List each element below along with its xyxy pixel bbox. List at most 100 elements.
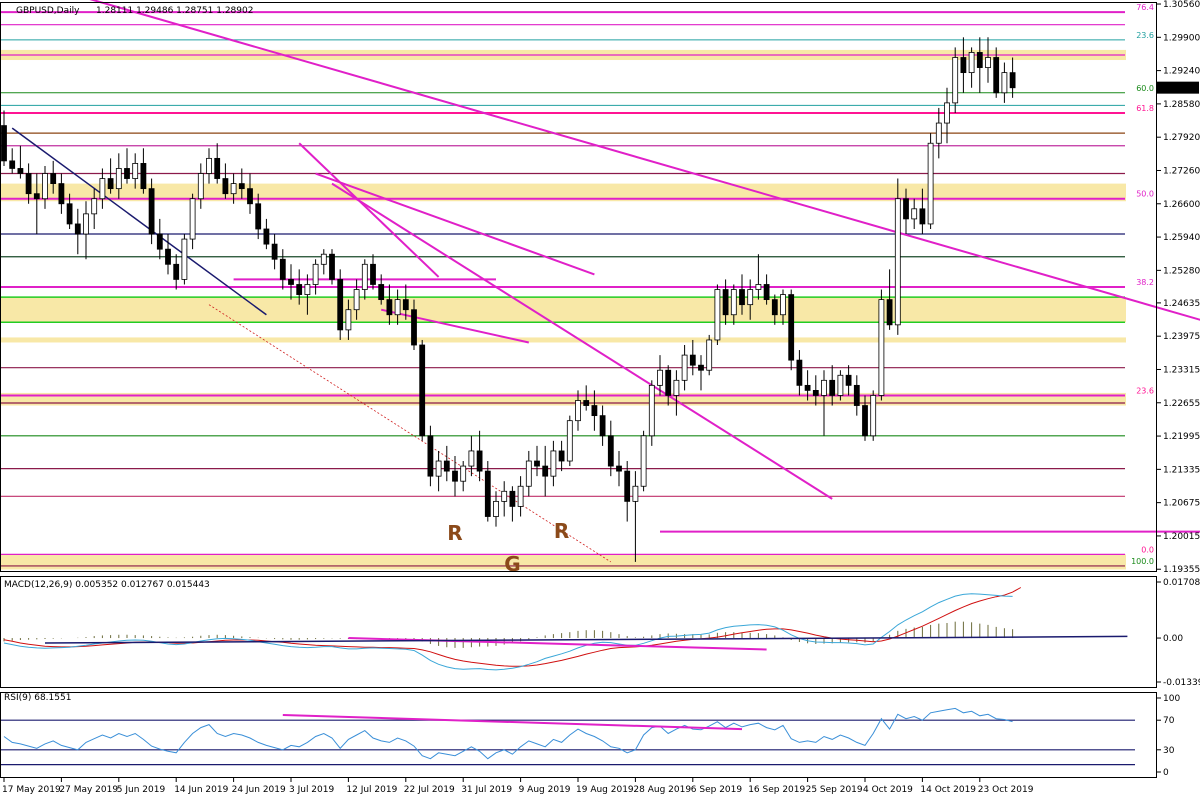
candle-body <box>230 183 237 195</box>
candle-body <box>903 198 909 220</box>
candle-body <box>821 379 827 396</box>
candle-body <box>673 379 680 396</box>
date-tick-label: 27 May 2019 <box>59 785 118 795</box>
candle-body <box>640 435 647 487</box>
candle-body <box>837 374 844 396</box>
candle-body <box>443 460 450 472</box>
candle-body <box>476 450 483 472</box>
chart-annotation: R <box>447 521 462 545</box>
rsi-tick-label: 100 <box>1163 694 1180 704</box>
price-tick-label: 1.20015 <box>1163 532 1200 542</box>
rsi-panel-frame <box>0 692 1157 778</box>
candle-body <box>804 384 811 391</box>
candle-body <box>370 263 376 285</box>
current-price-tag <box>1157 81 1199 94</box>
candle-body <box>66 203 73 225</box>
current-price-text: 1.28902 <box>1160 84 1197 94</box>
price-tick-label: 1.25280 <box>1163 266 1200 276</box>
rsi-line <box>3 707 1013 760</box>
candle-body <box>648 384 655 437</box>
candle-body <box>296 284 303 295</box>
price-trendline <box>298 142 440 278</box>
candle-body <box>214 157 221 179</box>
price-tick-label: 1.28580 <box>1163 100 1200 110</box>
candle-body <box>263 228 270 245</box>
candle-body <box>452 470 458 482</box>
rsi-label: RSI(9) 68.1551 <box>4 693 71 703</box>
candle-body <box>173 263 180 280</box>
candle-body <box>288 279 294 285</box>
candle-body <box>599 415 606 437</box>
date-tick-label: 9 Aug 2019 <box>519 785 571 795</box>
candle-body <box>894 198 901 326</box>
candle-body <box>1001 72 1008 94</box>
macd-panel-frame <box>0 576 1157 688</box>
candle-body <box>558 450 565 462</box>
candle-body <box>247 188 253 205</box>
macd-tick-label: 0.00 <box>1163 634 1183 644</box>
candle-body <box>42 173 48 200</box>
candle-body <box>845 374 852 386</box>
candle-body <box>796 359 803 386</box>
date-tick-label: 12 Jul 2019 <box>346 785 397 795</box>
candle-body <box>468 450 475 467</box>
candle-body <box>189 198 196 240</box>
date-tick-label: 14 Jun 2019 <box>174 785 228 795</box>
candle-body <box>329 253 335 280</box>
support-resistance-zone <box>1 297 1126 323</box>
date-tick-label: 28 Aug 2019 <box>633 785 691 795</box>
macd-signal-line <box>3 587 1022 667</box>
fib-level-label: 50.0 <box>1136 190 1154 199</box>
price-trendline <box>11 127 267 316</box>
fib-level-label: 23.6 <box>1136 386 1154 395</box>
price-trendline <box>89 0 1200 321</box>
candle-body <box>402 299 409 311</box>
candle-body <box>124 168 130 179</box>
price-tick-label: 1.22655 <box>1163 399 1200 409</box>
candle-body <box>197 173 204 200</box>
candle-body <box>337 279 344 331</box>
candle-body <box>919 208 926 225</box>
date-tick-label: 4 Oct 2019 <box>863 785 913 795</box>
price-tick-label: 1.29240 <box>1163 67 1200 77</box>
candle-body <box>788 294 795 361</box>
candle-body <box>780 294 786 316</box>
candle-body <box>566 420 573 462</box>
fib-level-label: 38.2 <box>1136 278 1154 287</box>
price-tick-label: 1.27920 <box>1163 133 1200 143</box>
chart-annotation: R <box>554 519 569 543</box>
candle-body <box>771 299 778 316</box>
candle-body <box>17 168 24 174</box>
fib-level-label: 23.6 <box>1136 31 1154 40</box>
price-tick-label: 1.26600 <box>1163 200 1200 210</box>
candle-body <box>829 379 836 396</box>
macd-tick-label: 0.017089 <box>1163 578 1200 588</box>
candle-body <box>9 160 16 169</box>
candle-body <box>763 284 770 301</box>
candle-body <box>25 173 32 195</box>
candle-body <box>320 253 327 265</box>
price-tick-label: 1.21335 <box>1163 465 1200 475</box>
candle-body <box>542 465 549 477</box>
date-tick-label: 5 Jun 2019 <box>117 785 166 795</box>
candle-body <box>632 485 639 502</box>
candle-body <box>91 198 98 215</box>
candle-body <box>427 435 434 477</box>
candle-body <box>698 364 704 371</box>
candle-body <box>99 178 106 200</box>
candle-body <box>271 243 278 260</box>
candle-body <box>156 233 163 250</box>
candle-body <box>911 208 918 220</box>
candle-body <box>927 142 934 225</box>
dashed-guide-line <box>208 304 612 563</box>
price-tick-label: 1.30560 <box>1163 0 1200 10</box>
macd-tick-label: -0.013398 <box>1163 678 1200 688</box>
candle-body <box>386 299 393 316</box>
candle-body <box>755 284 762 290</box>
price-tick-label: 1.24635 <box>1163 299 1200 309</box>
candle-body <box>853 384 860 406</box>
candle-body <box>165 248 171 265</box>
candle-body <box>345 309 352 331</box>
candle-body <box>985 57 991 68</box>
